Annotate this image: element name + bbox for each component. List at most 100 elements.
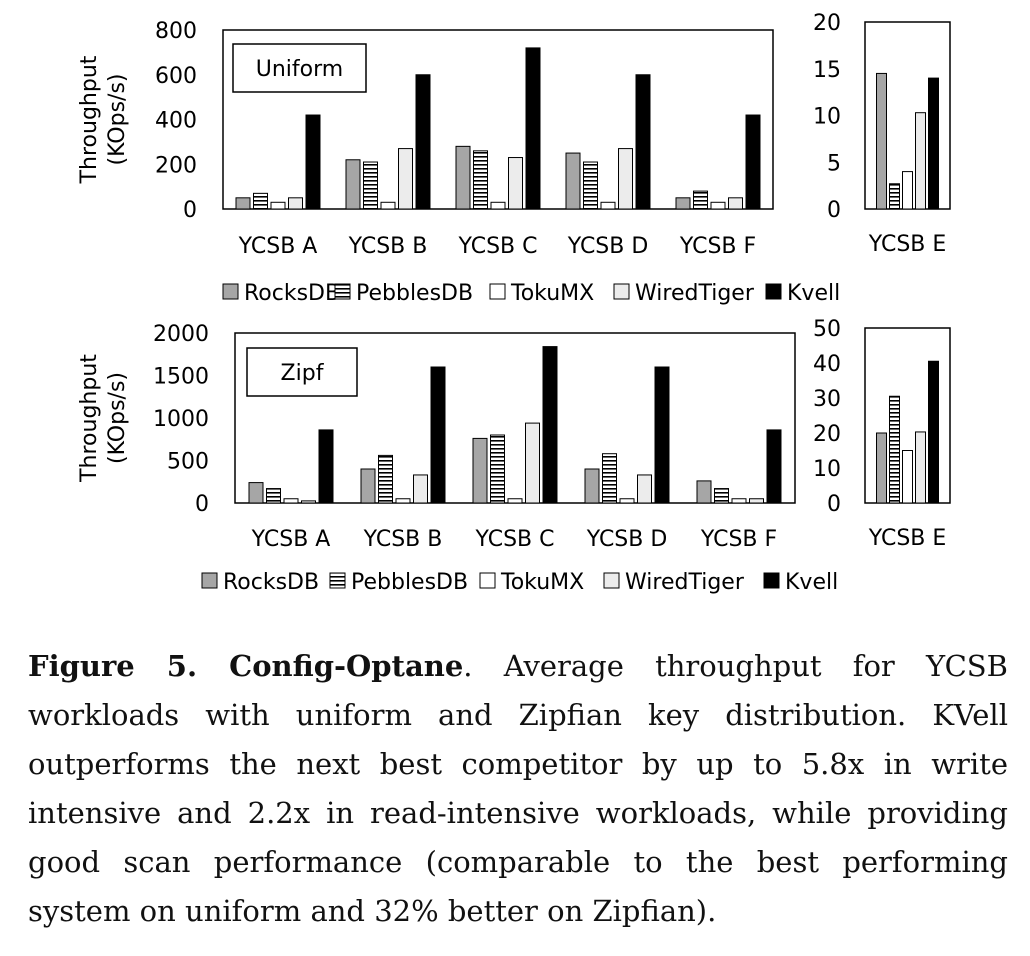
x-tick-label: YCSB D [586,527,668,552]
bar-pebblesdb-ycsb-b [363,161,378,210]
bar-pebblesdb-ycsb-a [253,192,268,210]
bar-wiredtiger-ycsb-f [728,197,743,210]
y-axis-label: Throughput (KOps/s) [77,55,130,184]
bar-wiredtiger-ycsb-a [288,197,303,210]
y-tick-label: 30 [813,387,841,412]
x-tick-label: YCSB C [457,234,537,259]
caption-label: Figure 5. Config-Optane [28,649,464,683]
legend-label: TokuMX [500,570,584,595]
y-tick-label: 200 [155,153,197,178]
bar-kvell-ycsb-f [745,114,761,210]
bar-tokumx-ycsb-c [507,498,523,504]
y-tick-label: 15 [813,58,841,83]
bar-tokumx-ycsb-e [902,171,913,210]
bar-wiredtiger-ycsb-c [525,422,540,504]
bar-wiredtiger-ycsb-d [618,148,633,210]
x-tick-label: YCSB B [363,527,443,552]
legend-swatch-kvell [763,572,780,589]
chart-2: 0 500 1000 1500 2000 Throughput (KOps/s) Zipf YC… [77,322,796,552]
bar-wiredtiger-ycsb-a [301,500,316,504]
bar-pebblesdb-ycsb-a [266,488,281,504]
chart-1: 0 5 10 15 20 YCSB E [813,11,951,257]
bar-rocksdb-ycsb-c [455,145,471,210]
bar-kvell-ycsb-c [525,47,541,210]
legend-swatch-wiredtiger [613,283,630,300]
y-tick-label: 50 [813,317,841,342]
bar-wiredtiger-ycsb-e [915,112,926,210]
bar-pebblesdb-ycsb-c [490,434,505,504]
legend-swatch-wiredtiger [603,572,620,589]
x-tick-label: YCSB E [868,526,947,551]
legend-1: RocksDB PebblesDB TokuMX WiredTiger Kvell [201,570,838,595]
chart-title-box [232,43,367,93]
bar-pebblesdb-ycsb-f [714,488,729,504]
chart-title: Uniform [256,57,343,82]
legend-label: RocksDB [244,281,340,306]
bar-pebblesdb-ycsb-b [378,454,393,504]
bar-rocksdb-ycsb-f [696,480,712,504]
bar-tokumx-ycsb-f [710,201,726,210]
y-tick-label: 10 [813,457,841,482]
chart-title-box [246,347,358,397]
bar-rocksdb-ycsb-a [248,482,264,504]
bar-kvell-ycsb-b [415,74,431,210]
bar-wiredtiger-ycsb-d [637,474,652,504]
y-tick-label: 40 [813,352,841,377]
bar-rocksdb-ycsb-f [675,197,691,210]
bar-kvell-ycsb-f [766,429,782,504]
legend-label: PebblesDB [356,281,473,306]
y-tick-label: 10 [813,105,841,130]
y-tick-label: 20 [813,422,841,447]
x-tick-label: YCSB A [251,527,331,552]
bar-pebblesdb-ycsb-c [473,150,488,210]
legend-label: TokuMX [510,281,594,306]
figure-caption: Figure 5. Config-Optane. Average through… [28,642,1008,936]
bar-tokumx-ycsb-c [490,201,506,210]
legend-swatch-tokumx [479,572,496,589]
x-tick-label: YCSB E [868,232,947,257]
bar-wiredtiger-ycsb-f [749,498,764,504]
bar-tokumx-ycsb-d [600,201,616,210]
x-tick-label: YCSB B [348,234,428,259]
bar-rocksdb-ycsb-e [876,432,887,504]
bar-kvell-ycsb-c [542,346,558,504]
y-tick-label: 0 [195,492,209,517]
bar-kvell-ycsb-d [635,74,651,210]
legend-0: RocksDB PebblesDB TokuMX WiredTiger Kvell [222,281,840,306]
x-tick-label: YCSB F [700,527,777,552]
bar-kvell-ycsb-d [654,366,670,504]
bar-tokumx-ycsb-a [270,201,286,210]
bar-rocksdb-ycsb-b [345,159,361,210]
bar-pebblesdb-ycsb-d [583,161,598,210]
legend-label: PebblesDB [351,570,468,595]
bar-pebblesdb-ycsb-f [693,190,708,210]
chart-3: 0 10 20 30 40 50 YCSB E [813,317,951,551]
bar-wiredtiger-ycsb-b [413,474,428,504]
bar-tokumx-ycsb-b [395,498,411,504]
y-tick-label: 2000 [153,322,209,347]
chart-title: Zipf [281,361,325,386]
y-tick-label: 1500 [153,365,209,390]
legend-label: Kvell [785,570,838,595]
legend-swatch-tokumx [489,283,506,300]
bar-tokumx-ycsb-b [380,201,396,210]
legend-label: WiredTiger [635,281,755,306]
bar-tokumx-ycsb-a [283,498,299,504]
x-tick-label: YCSB F [679,234,756,259]
y-tick-label: 0 [183,198,197,223]
y-tick-label: 0 [827,492,841,517]
bar-tokumx-ycsb-f [731,498,747,504]
bar-tokumx-ycsb-d [619,498,635,504]
legend-swatch-pebblesdb [329,572,346,589]
legend-swatch-kvell [765,283,782,300]
chart-0: 0 200 400 600 800 Throughput (KOps/s) Uniform YC… [77,19,774,259]
bar-kvell-ycsb-e [928,77,939,210]
y-tick-label: 600 [155,64,197,89]
legend-swatch-rocksdb [222,283,239,300]
legend-label: WiredTiger [625,570,745,595]
y-tick-label: 400 [155,109,197,134]
bar-wiredtiger-ycsb-c [508,157,523,210]
bar-wiredtiger-ycsb-e [915,431,926,504]
legend-swatch-rocksdb [201,572,218,589]
